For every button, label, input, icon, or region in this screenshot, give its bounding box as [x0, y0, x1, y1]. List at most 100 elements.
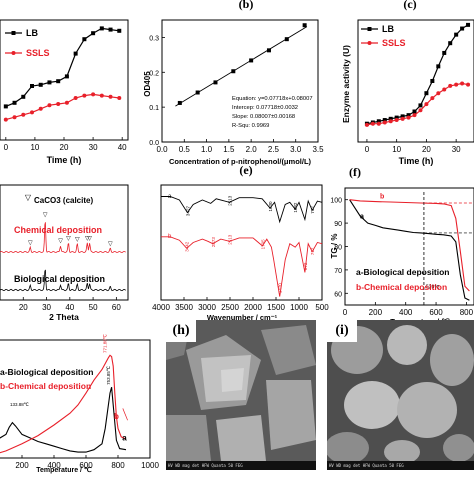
series-point-LB	[56, 79, 61, 84]
series-point-SSLS	[56, 102, 61, 106]
legend-marker-c-SSLS	[367, 41, 372, 45]
series-point-c-SSLS	[382, 120, 387, 125]
plot-frame-c	[357, 19, 474, 143]
series-point-LB	[91, 31, 96, 36]
series-point-SSLS	[117, 96, 122, 100]
peak-label-g-3: 771.88℃	[102, 333, 107, 353]
curve-tag-g-a: a	[122, 433, 127, 442]
x-tick-label-d: 30	[42, 303, 51, 312]
x-tick-label-b: 2.0	[246, 145, 258, 154]
x-tick-label-d: 50	[89, 303, 98, 312]
y-tick-label-f: 70	[334, 268, 342, 275]
legend-marker-LB	[11, 31, 16, 35]
series-point-SSLS	[30, 110, 34, 115]
x-tick-label-f: 200	[369, 308, 383, 317]
series-point-c-SSLS	[436, 91, 441, 96]
legend-marker-c-LB	[367, 27, 372, 31]
x-tick-label-c: 20	[422, 145, 431, 154]
sem-image-i: HV WD mag det HFW Quanta 50 FEG (i)	[327, 320, 474, 470]
series-point-c-SSLS	[412, 113, 417, 118]
legend-label-f-a: a-Biological deposition	[356, 267, 450, 277]
series-point-c-LB	[448, 41, 453, 46]
data-point-b	[231, 69, 236, 74]
sem-image-h: HV WD mag det HFW Quanta 50 FEG (h)	[166, 320, 316, 470]
x-tick-label-g: 800	[111, 461, 125, 470]
x-tick-label-b: 0.5	[179, 145, 191, 154]
x-tick-label-e: 3000	[198, 303, 216, 312]
fit-rsqu-b: R-Squ: 0.9969	[232, 123, 269, 129]
series-point-c-SSLS	[466, 82, 471, 87]
series-point-c-SSLS	[430, 96, 435, 101]
series-point-c-SSLS	[454, 82, 459, 87]
x-tick-label-e: 1500	[267, 303, 285, 312]
peak-label-a: 3427	[185, 206, 190, 217]
panel-letter-e: (e)	[239, 163, 252, 177]
series-point-c-LB	[460, 26, 465, 31]
calcite-peak-marker: ▽	[85, 236, 90, 242]
x-tick-label-e: 500	[315, 303, 329, 312]
x-tick-label-d: 20	[19, 303, 28, 312]
series-point-LB	[73, 51, 78, 56]
xrd-pattern-0	[0, 222, 126, 253]
plot-frame-d	[0, 184, 129, 301]
data-point-b	[177, 100, 182, 105]
series-point-LB	[3, 104, 8, 109]
x-tick-label-e: 4000	[152, 303, 170, 312]
sem-scale-bar-i: HV WD mag det HFW Quanta 50 FEG	[327, 461, 474, 470]
x-tick-label-d: 60	[112, 303, 121, 312]
series-point-c-LB	[406, 113, 411, 118]
plot-frame-a	[0, 19, 129, 141]
peak-label-b: 872	[303, 262, 308, 270]
fit-equation-b: Equation: y=0.07718x+0.08007	[232, 96, 313, 102]
series-point-c-LB	[394, 115, 399, 120]
calcite-peak-marker: ▽	[58, 239, 63, 245]
series-point-c-SSLS	[400, 116, 405, 121]
ftir-spectrum-b	[161, 236, 323, 297]
series-point-SSLS	[12, 115, 17, 120]
x-tick-label-f: 600	[429, 308, 443, 317]
x-axis-label-b: Concentration of p-nitrophenol/(μmol/L)	[169, 157, 312, 166]
y-axis-label-b: OD405	[143, 71, 152, 97]
x-tick-label-e: 2500	[221, 303, 239, 312]
legend-label-g-b: b-Chemical deposition	[0, 381, 91, 391]
series-point-c-LB	[430, 79, 435, 83]
x-tick-label-f: 400	[399, 308, 413, 317]
series-point-SSLS	[38, 106, 43, 111]
peak-label-b: 1795	[260, 239, 265, 250]
calcite-peak-marker: ▽	[43, 213, 48, 219]
series-point-SSLS	[108, 94, 113, 99]
peak-label-g-1: 133.88℃	[10, 402, 30, 407]
peak-label-a: 1082	[293, 202, 298, 213]
x-tick-label-g: 1000	[141, 461, 159, 470]
calcite-peak-marker: ▽	[75, 237, 80, 243]
peak-label-b: 1420	[278, 283, 283, 294]
dta-curve-b	[0, 354, 127, 454]
x-tick-label-c: 30	[452, 145, 461, 154]
legend-label-g-a: a-Biological deposition	[0, 367, 94, 377]
series-point-c-SSLS	[418, 108, 423, 113]
series-tag-e-b: b	[168, 234, 172, 240]
x-tick-label-g: 600	[79, 461, 93, 470]
x-tick-label-f: 0	[343, 308, 348, 317]
legend-label-d: CaCO3 (calcite)	[34, 196, 93, 205]
series-point-LB	[117, 28, 122, 33]
peak-label-a: 1630	[268, 201, 273, 212]
data-point-b	[302, 23, 307, 28]
legend-label-LB: LB	[26, 28, 38, 38]
series-point-SSLS	[91, 92, 96, 97]
series-point-c-SSLS	[406, 115, 411, 120]
calcite-peak-marker: ▽	[87, 236, 92, 242]
series-point-SSLS	[64, 100, 69, 105]
y-tick-label-b: 0.1	[149, 105, 159, 112]
x-tick-label-e: 3500	[175, 303, 193, 312]
x-tick-label-d: 40	[65, 303, 74, 312]
panel-letter-i: (i)	[327, 320, 357, 342]
series-point-c-SSLS	[460, 81, 465, 86]
data-point-b	[195, 90, 200, 95]
series-point-c-LB	[454, 32, 459, 37]
series-point-LB	[21, 94, 26, 99]
series-point-c-SSLS	[424, 102, 429, 107]
x-tick-label-e: 2000	[244, 303, 262, 312]
y-axis-label-f: TG / %	[330, 234, 339, 259]
y-tick-label-b: 0.0	[149, 140, 159, 147]
